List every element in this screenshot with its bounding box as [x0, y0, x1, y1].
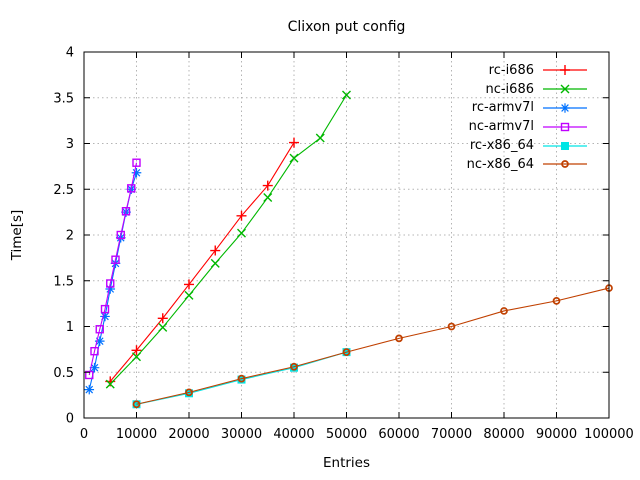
y-tick-label: 1: [66, 320, 74, 335]
series-rc-i686: [105, 137, 299, 387]
chart-title: Clixon put config: [287, 19, 406, 35]
legend-label: nc-x86_64: [466, 156, 534, 172]
legend-item-nc-i686: nc-i686: [467, 80, 588, 99]
series-nc-x86_64: [132, 284, 613, 409]
x-tick-label: 100000: [584, 427, 634, 442]
y-tick-label: 0.5: [53, 366, 74, 381]
legend-swatch: [543, 84, 587, 94]
x-tick-label: 20000: [168, 427, 209, 442]
legend-swatch: [543, 103, 587, 113]
legend-item-rc-armv7l: rc-armv7l: [467, 99, 588, 118]
x-tick-label: 10000: [116, 427, 157, 442]
x-tick-label: 60000: [378, 427, 419, 442]
legend-label: nc-armv7l: [468, 119, 534, 135]
legend-label: rc-armv7l: [471, 100, 534, 116]
plot-frame: [83, 51, 610, 419]
x-tick-label: 30000: [221, 427, 262, 442]
legend-item-rc-x86_64: rc-x86_64: [467, 136, 588, 155]
legend-swatch: [543, 122, 587, 131]
x-tick-label: 80000: [483, 427, 524, 442]
series-nc-i686: [105, 90, 351, 389]
y-axis-title: Time[s]: [9, 209, 25, 261]
x-tick-label: 40000: [273, 427, 314, 442]
y-tick-label: 2: [66, 229, 74, 244]
legend-swatch: [543, 160, 587, 169]
legend-label: rc-i686: [488, 62, 534, 78]
x-tick-label: 90000: [536, 427, 577, 442]
y-tick-label: 3: [66, 137, 74, 152]
tick-labels: 0 10000 20000 30000 40000 50000 60000 70000 8000…: [53, 46, 634, 443]
legend-label: rc-x86_64: [469, 138, 534, 154]
legend-swatch: [543, 141, 587, 150]
x-tick-label: 70000: [431, 427, 472, 442]
legend-item-nc-armv7l: nc-armv7l: [467, 117, 588, 136]
legend-item-nc-x86_64: nc-x86_64: [467, 155, 588, 174]
legend-item-rc-i686: rc-i686: [467, 61, 588, 80]
legend-label: nc-i686: [485, 81, 534, 97]
legend-swatch: [543, 65, 587, 76]
x-tick-label: 0: [80, 427, 88, 442]
x-axis-title: Entries: [322, 455, 371, 471]
legend: rc-i686 nc-i686 rc-armv7l nc-armv7l rc-x…: [467, 61, 588, 174]
y-tick-label: 4: [66, 46, 74, 61]
series-nc-armv7l: [85, 158, 141, 380]
y-tick-label: 1.5: [53, 274, 74, 289]
y-tick-label: 3.5: [53, 91, 74, 106]
y-tick-label: 0: [66, 412, 74, 427]
y-tick-label: 2.5: [53, 183, 74, 198]
x-tick-label: 50000: [326, 427, 367, 442]
